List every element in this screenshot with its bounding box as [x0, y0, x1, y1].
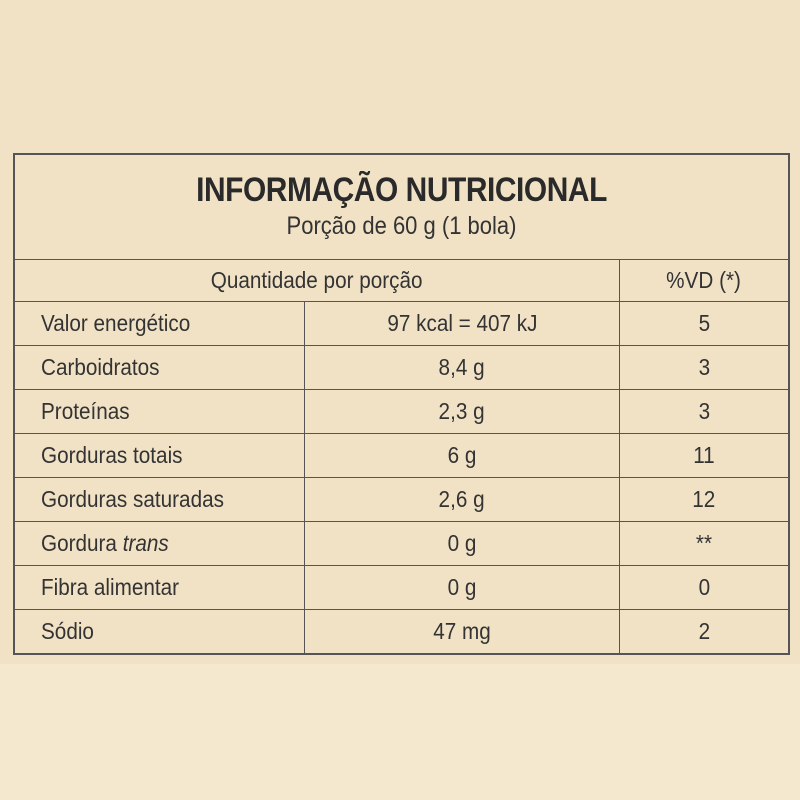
nutrient-name: Carboidratos: [13, 345, 305, 390]
nutrient-vd: 3: [619, 389, 790, 434]
title-row: INFORMAÇÃO NUTRICIONAL Porção de 60 g (1…: [13, 153, 790, 260]
trans-italic-label: trans: [122, 530, 169, 556]
nutrition-facts-table: INFORMAÇÃO NUTRICIONAL Porção de 60 g (1…: [13, 153, 790, 655]
nutrient-name: Fibra alimentar: [13, 565, 305, 610]
nutrient-amount: 97 kcal = 407 kJ: [304, 301, 620, 346]
title-cell: INFORMAÇÃO NUTRICIONAL Porção de 60 g (1…: [13, 153, 790, 260]
nutrient-amount: 8,4 g: [304, 345, 620, 390]
nutrient-vd: 0: [619, 565, 790, 610]
table-title: INFORMAÇÃO NUTRICIONAL: [196, 171, 607, 209]
table-row: Carboidratos 8,4 g 3: [13, 345, 790, 390]
nutrient-vd: 5: [619, 301, 790, 346]
nutrient-vd: 2: [619, 609, 790, 655]
nutrient-amount: 2,6 g: [304, 477, 620, 522]
nutrient-vd: **: [619, 521, 790, 566]
nutrient-amount: 0 g: [304, 565, 620, 610]
page-background: [0, 664, 800, 800]
table-row: Gordura trans 0 g **: [13, 521, 790, 566]
nutrient-name: Gorduras saturadas: [13, 477, 305, 522]
nutrient-name: Sódio: [13, 609, 305, 655]
nutrient-name: Gordura trans: [13, 521, 305, 566]
table-row: Sódio 47 mg 2: [13, 609, 790, 655]
table-row: Gorduras saturadas 2,6 g 12: [13, 477, 790, 522]
serving-size: Porção de 60 g (1 bola): [286, 212, 517, 240]
table-row: Proteínas 2,3 g 3: [13, 389, 790, 434]
table-row: Valor energético 97 kcal = 407 kJ 5: [13, 301, 790, 346]
nutrient-name: Gorduras totais: [13, 433, 305, 478]
table-row: Gorduras totais 6 g 11: [13, 433, 790, 478]
nutrient-amount: 6 g: [304, 433, 620, 478]
table-row: Fibra alimentar 0 g 0: [13, 565, 790, 610]
nutrient-name: Valor energético: [13, 301, 305, 346]
header-quantity: Quantidade por porção: [13, 259, 620, 302]
header-vd: %VD (*): [619, 259, 790, 302]
nutrient-vd: 11: [619, 433, 790, 478]
nutrient-vd: 3: [619, 345, 790, 390]
nutrient-amount: 47 mg: [304, 609, 620, 655]
nutrient-vd: 12: [619, 477, 790, 522]
nutrient-amount: 0 g: [304, 521, 620, 566]
nutrient-amount: 2,3 g: [304, 389, 620, 434]
nutrient-name: Proteínas: [13, 389, 305, 434]
header-row: Quantidade por porção %VD (*): [13, 259, 790, 302]
